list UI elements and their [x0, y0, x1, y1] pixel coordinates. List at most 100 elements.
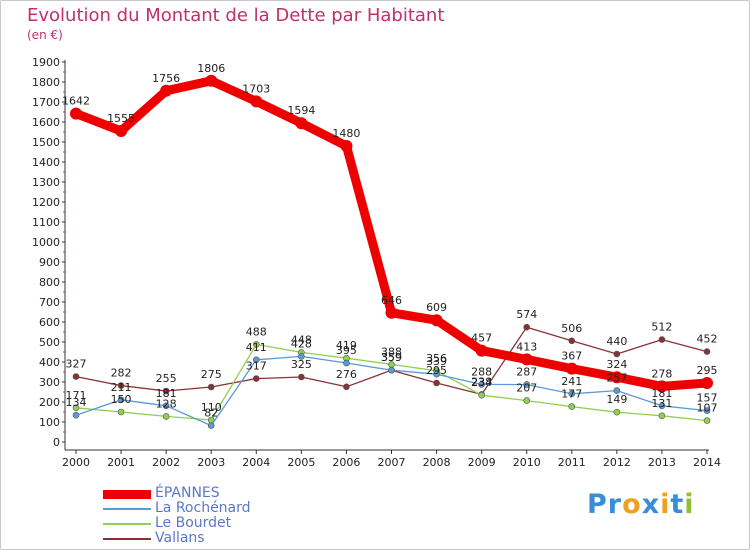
data-point	[340, 140, 353, 152]
data-label: 356	[426, 352, 447, 365]
data-point	[343, 359, 350, 367]
legend-swatch	[103, 508, 151, 510]
brand-letter: x	[641, 489, 661, 520]
data-point	[117, 408, 125, 416]
y-tick-label: 200	[39, 396, 60, 409]
data-label: 413	[516, 340, 537, 353]
brand-letter: P	[587, 489, 608, 520]
y-tick-label: 900	[39, 256, 60, 269]
data-label: 488	[246, 325, 267, 338]
data-point	[478, 381, 485, 388]
brand-letter: r	[607, 489, 623, 520]
data-label: 157	[697, 392, 718, 405]
data-point	[295, 117, 308, 130]
brand-letter: i	[684, 489, 695, 520]
line-chart: 0 100 200 300 400 500 600 700 800 900 1000 1100 1200…	[32, 56, 721, 469]
data-label: 288	[471, 365, 492, 378]
data-label: 257	[606, 372, 627, 385]
data-point	[701, 377, 713, 389]
data-label: 238	[471, 375, 492, 388]
data-point	[162, 413, 170, 420]
x-tick-label: 2000	[62, 456, 90, 469]
y-tick-label: 0	[53, 436, 60, 449]
data-label: 339	[426, 355, 447, 368]
data-point	[613, 387, 621, 394]
data-label: 452	[697, 333, 718, 346]
data-point	[430, 314, 443, 327]
data-label: 646	[381, 294, 402, 307]
data-point	[520, 353, 533, 366]
x-tick-label: 2010	[513, 456, 541, 469]
data-point	[658, 336, 666, 343]
x-tick-label: 2014	[693, 456, 721, 469]
data-label: 457	[471, 332, 492, 345]
data-label: 207	[516, 382, 537, 395]
legend-label: Le Bourdet	[155, 515, 232, 531]
y-tick-label: 1600	[32, 116, 60, 129]
data-point	[72, 373, 80, 380]
data-label: 1642	[62, 95, 90, 108]
data-point	[703, 407, 711, 414]
y-tick-label: 800	[39, 276, 60, 289]
data-label: 419	[336, 339, 357, 352]
data-label: 428	[291, 337, 312, 350]
y-unit-label: (en €)	[27, 28, 63, 42]
y-tick-label: 1700	[32, 96, 60, 109]
data-point	[388, 366, 395, 374]
data-point	[162, 387, 170, 395]
series-0	[70, 74, 713, 393]
data-point	[523, 397, 531, 404]
data-label: 150	[111, 393, 132, 406]
data-label: 411	[246, 341, 267, 354]
data-point	[252, 341, 260, 348]
data-label: 367	[561, 350, 582, 363]
y-tick-label: 700	[39, 296, 60, 309]
data-label: 171	[66, 389, 87, 402]
data-label: 278	[651, 367, 672, 380]
data-point	[568, 403, 576, 410]
data-point	[703, 417, 711, 424]
data-label: 149	[606, 393, 627, 406]
data-label: 295	[697, 364, 718, 377]
x-tick-label: 2003	[197, 456, 225, 469]
y-tick-label: 1900	[32, 56, 60, 69]
data-label: 275	[201, 368, 222, 381]
data-point	[162, 402, 170, 410]
data-point	[613, 350, 621, 358]
data-point	[115, 125, 128, 137]
x-tick-label: 2001	[107, 456, 135, 469]
data-label: 395	[336, 344, 357, 357]
data-label: 359	[381, 351, 402, 364]
data-point	[475, 344, 488, 357]
y-tick-label: 1000	[32, 236, 60, 249]
data-label: 295	[426, 364, 447, 377]
data-point	[160, 84, 173, 97]
data-label: 1703	[242, 82, 270, 95]
data-point	[205, 74, 218, 87]
data-point	[478, 391, 485, 399]
chart-title: Evolution du Montant de la Dette par Hab…	[27, 5, 445, 26]
x-tick-label: 2006	[332, 456, 360, 469]
data-label: 82	[204, 407, 218, 420]
x-tick-label: 2013	[648, 456, 676, 469]
data-label: 512	[651, 321, 672, 334]
data-point	[565, 362, 578, 375]
data-point	[658, 402, 666, 410]
data-label: 287	[516, 366, 537, 379]
legend-label: La Rochénard	[155, 500, 251, 516]
data-point	[433, 370, 440, 378]
x-tick-label: 2011	[558, 456, 586, 469]
data-label: 177	[561, 388, 582, 401]
y-tick-label: 1800	[32, 76, 60, 89]
data-point	[252, 356, 260, 364]
data-point	[613, 408, 621, 416]
data-point	[703, 348, 711, 355]
data-point	[72, 411, 80, 419]
x-tick-label: 2009	[468, 456, 496, 469]
data-point	[433, 379, 440, 387]
data-label: 282	[111, 367, 132, 380]
data-label: 1480	[332, 127, 360, 140]
data-point	[655, 380, 668, 393]
y-tick-label: 1300	[32, 176, 60, 189]
